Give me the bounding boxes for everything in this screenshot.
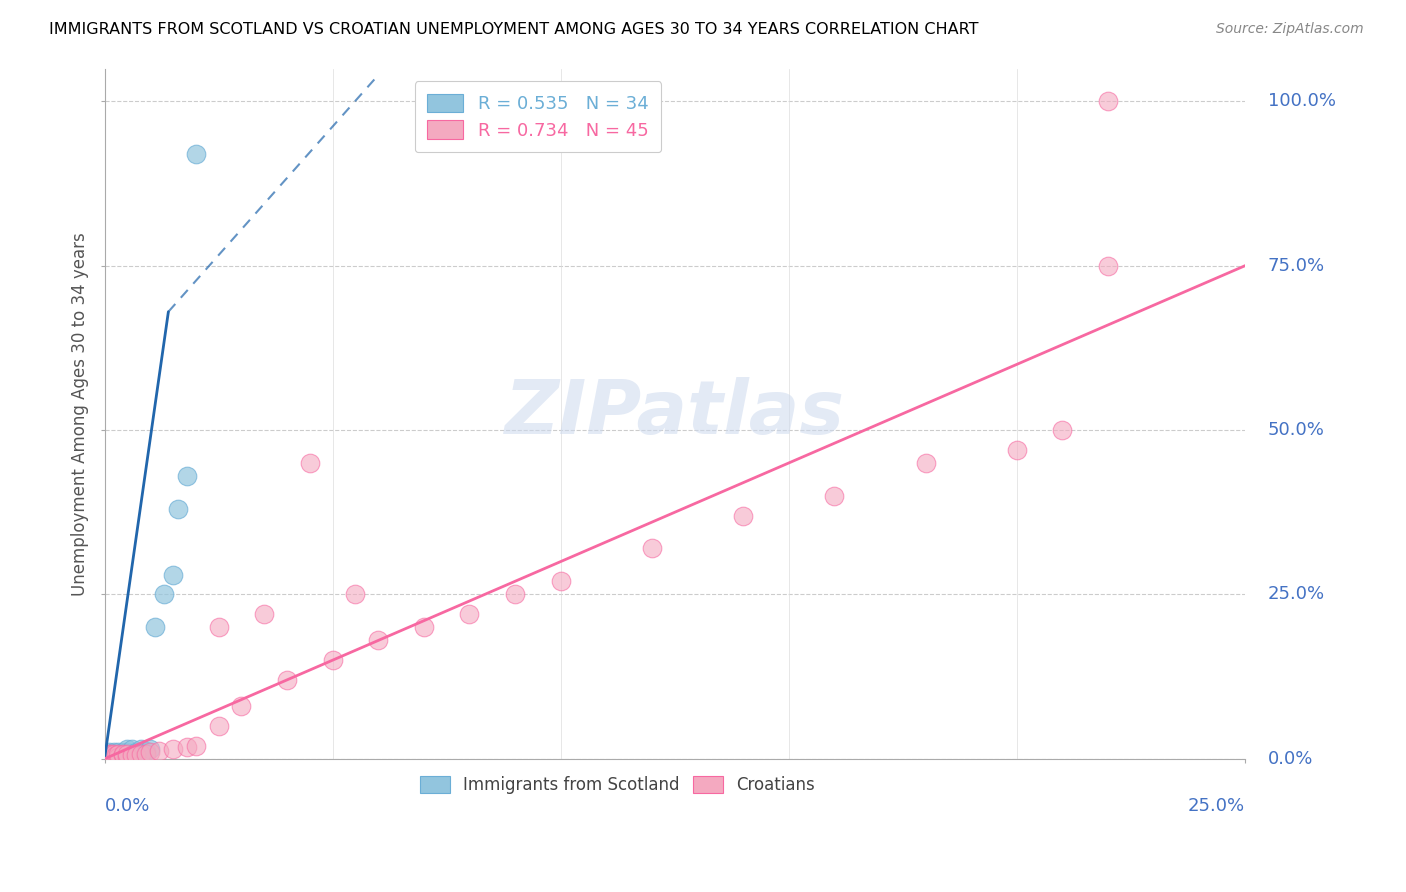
Point [107,748,129,763]
Point [344,587,367,601]
Point [148,744,170,758]
Point [111,747,134,761]
Point [1097,259,1119,273]
Point [412,620,434,634]
Point [125,748,148,763]
Point [117,748,139,763]
Point [176,739,198,754]
Y-axis label: Unemployment Among Ages 30 to 34 years: Unemployment Among Ages 30 to 34 years [72,232,89,596]
Text: 0.0%: 0.0% [1268,750,1313,768]
Point [98,748,121,763]
Point [100,747,122,761]
Point [139,742,162,756]
Text: ZIPatlas: ZIPatlas [505,377,845,450]
Point [550,574,572,589]
Point [117,742,139,756]
Point [107,747,129,761]
Point [135,747,157,761]
Text: 0.0%: 0.0% [104,797,150,814]
Text: 50.0%: 50.0% [1268,421,1324,439]
Point [184,147,207,161]
Point [121,742,143,756]
Point [107,749,129,764]
Point [100,748,122,763]
Point [100,747,122,761]
Text: 25.0%: 25.0% [1188,797,1244,814]
Point [1005,442,1028,457]
Text: IMMIGRANTS FROM SCOTLAND VS CROATIAN UNEMPLOYMENT AMONG AGES 30 TO 34 YEARS CORR: IMMIGRANTS FROM SCOTLAND VS CROATIAN UNE… [49,22,979,37]
Point [166,502,188,516]
Point [207,719,229,733]
Point [104,748,127,763]
Point [98,745,121,759]
Point [914,456,936,470]
Legend: Immigrants from Scotland, Croatians: Immigrants from Scotland, Croatians [412,767,824,802]
Point [162,742,184,756]
Text: 25.0%: 25.0% [1268,585,1324,603]
Point [104,748,127,763]
Point [98,749,121,764]
Point [1097,95,1119,109]
Point [98,748,121,763]
Point [98,747,121,761]
Point [135,744,157,758]
Point [107,747,129,761]
Point [823,489,845,503]
Point [103,748,125,763]
Point [1052,423,1074,437]
Text: 100.0%: 100.0% [1268,93,1336,111]
Point [162,567,184,582]
Point [97,748,120,763]
Point [153,587,176,601]
Point [103,749,125,764]
Text: Source: ZipAtlas.com: Source: ZipAtlas.com [1216,22,1364,37]
Point [176,469,198,483]
Point [121,748,143,763]
Point [733,508,755,523]
Point [322,653,344,667]
Point [253,607,276,622]
Point [139,745,162,759]
Point [184,739,207,753]
Point [503,587,526,601]
Point [111,748,134,763]
Point [298,456,321,470]
Point [129,747,152,761]
Point [103,745,125,759]
Point [121,747,143,761]
Point [117,749,139,764]
Point [96,749,118,764]
Point [641,541,664,556]
Point [129,742,152,756]
Point [111,748,134,763]
Point [143,620,166,634]
Point [98,748,121,763]
Point [103,747,125,761]
Text: 75.0%: 75.0% [1268,257,1324,275]
Point [107,745,129,759]
Point [98,747,121,761]
Point [96,749,118,764]
Point [125,745,148,759]
Point [107,749,129,764]
Point [207,620,229,634]
Point [276,673,298,687]
Point [117,747,139,761]
Point [367,633,389,648]
Point [111,745,134,759]
Point [103,747,125,761]
Point [458,607,481,622]
Point [231,699,253,714]
Point [97,748,120,763]
Point [117,745,139,759]
Point [103,749,125,764]
